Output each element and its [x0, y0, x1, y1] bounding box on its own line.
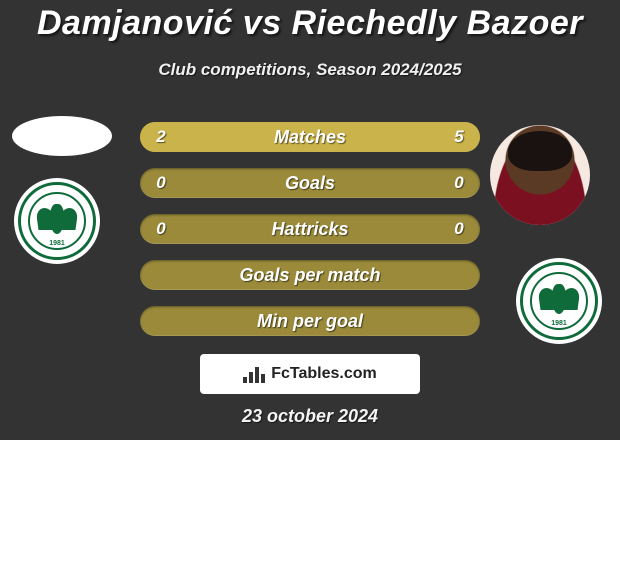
stat-label: Goals — [140, 168, 480, 198]
stat-right-value: 5 — [444, 122, 474, 152]
stat-row: 2Matches5 — [140, 122, 480, 152]
club-badge-left: 1981 — [14, 178, 100, 264]
stat-right-value — [444, 260, 474, 290]
stats-container: 2Matches50Goals00Hattricks0Goals per mat… — [140, 122, 480, 352]
brand-text: FcTables.com — [271, 365, 377, 383]
page-subtitle: Club competitions, Season 2024/2025 — [0, 60, 620, 80]
stat-label: Goals per match — [140, 260, 480, 290]
date-text: 23 october 2024 — [0, 406, 620, 427]
player-left-avatar — [12, 116, 112, 156]
stat-label: Hattricks — [140, 214, 480, 244]
stat-label: Matches — [140, 122, 480, 152]
club-badge-right: 1981 — [516, 258, 602, 344]
stat-row: 0Goals0 — [140, 168, 480, 198]
stat-right-value — [444, 306, 474, 336]
page-title: Damjanović vs Riechedly Bazoer — [0, 4, 620, 43]
stat-row: Min per goal — [140, 306, 480, 336]
stat-row: Goals per match — [140, 260, 480, 290]
stat-label: Min per goal — [140, 306, 480, 336]
stat-right-value: 0 — [444, 168, 474, 198]
bars-icon — [243, 365, 265, 383]
stat-row: 0Hattricks0 — [140, 214, 480, 244]
player-right-avatar — [490, 125, 590, 225]
stat-right-value: 0 — [444, 214, 474, 244]
brand-badge: FcTables.com — [200, 354, 420, 394]
